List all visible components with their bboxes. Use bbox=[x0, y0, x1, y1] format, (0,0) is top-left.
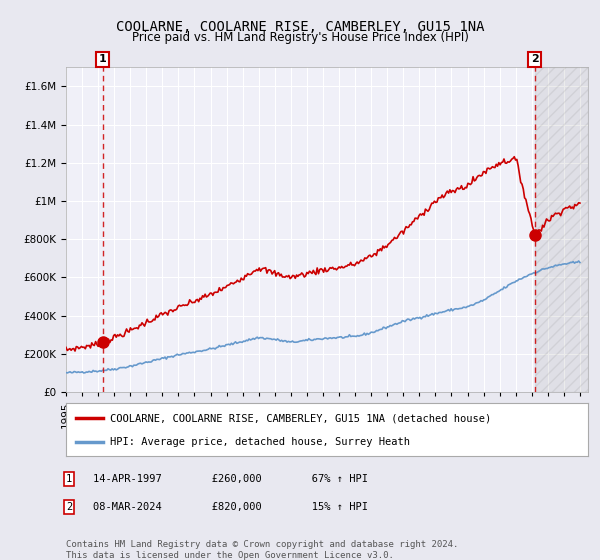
Text: COOLARNE, COOLARNE RISE, CAMBERLEY, GU15 1NA: COOLARNE, COOLARNE RISE, CAMBERLEY, GU15… bbox=[116, 20, 484, 34]
Text: 08-MAR-2024        £820,000        15% ↑ HPI: 08-MAR-2024 £820,000 15% ↑ HPI bbox=[93, 502, 368, 512]
Text: 1: 1 bbox=[99, 54, 107, 64]
Text: HPI: Average price, detached house, Surrey Heath: HPI: Average price, detached house, Surr… bbox=[110, 436, 410, 446]
Text: 1: 1 bbox=[66, 474, 72, 484]
Text: 14-APR-1997        £260,000        67% ↑ HPI: 14-APR-1997 £260,000 67% ↑ HPI bbox=[93, 474, 368, 484]
Bar bbox=[535, 67, 588, 392]
Text: Price paid vs. HM Land Registry's House Price Index (HPI): Price paid vs. HM Land Registry's House … bbox=[131, 31, 469, 44]
Text: Contains HM Land Registry data © Crown copyright and database right 2024.
This d: Contains HM Land Registry data © Crown c… bbox=[66, 540, 458, 560]
Text: COOLARNE, COOLARNE RISE, CAMBERLEY, GU15 1NA (detached house): COOLARNE, COOLARNE RISE, CAMBERLEY, GU15… bbox=[110, 413, 491, 423]
Text: 2: 2 bbox=[531, 54, 539, 64]
Text: 2: 2 bbox=[66, 502, 72, 512]
